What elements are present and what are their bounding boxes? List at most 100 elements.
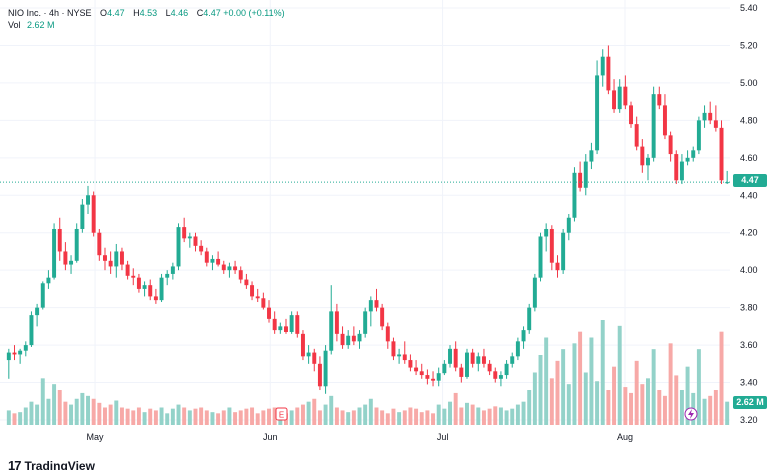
volume-bar: [431, 413, 436, 425]
volume-bar: [165, 413, 170, 425]
low-label: L: [165, 8, 171, 18]
volume-bar: [538, 355, 543, 425]
volume-bar: [244, 408, 249, 425]
candle-body: [515, 341, 520, 357]
candle-body: [278, 326, 283, 331]
x-tick-label: May: [87, 432, 105, 442]
volume-bar: [182, 407, 187, 425]
volume-bar: [561, 349, 566, 425]
candle-body: [465, 352, 469, 377]
volume-bar: [646, 378, 650, 425]
volume-bar: [397, 412, 402, 425]
candle-body: [244, 279, 249, 286]
candle-body: [606, 56, 611, 91]
volume-bar: [74, 398, 79, 425]
candle-body: [532, 277, 537, 308]
volume-bar: [566, 384, 571, 425]
volume-bar: [69, 404, 74, 425]
volume-bar: [725, 401, 730, 425]
volume-bar: [221, 410, 226, 425]
candle-body: [12, 352, 17, 355]
candle-body: [300, 333, 305, 357]
candle-body: [414, 367, 419, 372]
volume-bar: [329, 395, 334, 425]
candle-body: [425, 375, 430, 379]
y-tick-label: 3.60: [740, 340, 758, 350]
candle-body: [504, 363, 509, 376]
volume-bar: [685, 366, 690, 425]
candle-body: [408, 360, 413, 368]
volume-bar: [617, 325, 622, 425]
change-value: +0.00 (+0.11%): [223, 8, 285, 18]
volume-bar: [227, 407, 232, 425]
candle-body: [216, 258, 221, 265]
candle-body: [57, 228, 62, 252]
candle-body: [131, 275, 136, 278]
volume-bar: [606, 390, 611, 425]
volume-bar: [142, 412, 147, 425]
candle-body: [6, 352, 11, 361]
candle-body: [284, 326, 288, 332]
volume-bar: [668, 343, 673, 425]
candle-body: [238, 270, 243, 280]
candle-body: [46, 277, 51, 284]
candle-body: [323, 350, 328, 387]
volume-bar: [419, 412, 424, 425]
volume-bar: [233, 412, 238, 425]
volume-bar: [583, 372, 588, 425]
candle-body: [136, 277, 141, 289]
earnings-marker[interactable]: E: [275, 407, 288, 421]
candle-body: [623, 86, 628, 106]
candle-body: [97, 232, 102, 256]
candle-body: [679, 161, 684, 181]
candle-body: [334, 311, 339, 334]
volume-bar: [521, 401, 526, 425]
candle-body: [18, 350, 23, 355]
volume-bar: [306, 401, 311, 425]
candle-body: [481, 356, 486, 364]
candle-body: [306, 352, 311, 357]
brand-name: TradingView: [24, 458, 95, 470]
volume-bar: [651, 349, 656, 425]
candle-body: [402, 354, 407, 361]
volume-bar: [544, 337, 549, 425]
candle-body: [385, 326, 390, 342]
candle-body: [470, 352, 475, 364]
volume-bar: [702, 398, 707, 425]
candle-body: [555, 262, 560, 271]
volume-bar: [713, 390, 718, 425]
volume-bar: [363, 404, 368, 425]
candle-body: [498, 375, 503, 379]
volume-bar: [6, 410, 11, 425]
y-tick-label: 5.00: [740, 78, 758, 88]
volume-bar: [108, 404, 113, 425]
volume-bar: [391, 408, 396, 425]
tradingview-brand[interactable]: 17 TradingView: [8, 458, 95, 470]
volume-bar: [250, 407, 255, 425]
y-tick-label: 5.20: [740, 40, 758, 50]
lightning-icon[interactable]: [684, 407, 698, 421]
close-value: 4.47: [203, 8, 221, 18]
volume-bar: [504, 410, 509, 425]
candle-body: [165, 273, 170, 278]
volume-bar: [623, 387, 628, 425]
volume-bar: [267, 408, 271, 425]
volume-bar: [493, 406, 498, 425]
volume-bar: [708, 395, 713, 425]
volume-bar: [459, 407, 464, 425]
candle-body: [329, 311, 334, 351]
candle-body: [35, 307, 40, 316]
last-price-tag: 4.47: [733, 174, 767, 187]
candle-body: [108, 260, 113, 267]
volume-bar: [57, 390, 62, 425]
volume-bar: [312, 398, 317, 425]
volume-bar: [340, 410, 345, 425]
volume-bar: [555, 360, 560, 425]
volume-bar: [436, 404, 441, 425]
volume-bar: [119, 407, 124, 425]
candle-body: [317, 363, 322, 387]
candle-body: [159, 277, 164, 301]
volume-bar: [476, 407, 481, 425]
volume-bar: [80, 392, 85, 425]
candle-body: [368, 300, 373, 312]
